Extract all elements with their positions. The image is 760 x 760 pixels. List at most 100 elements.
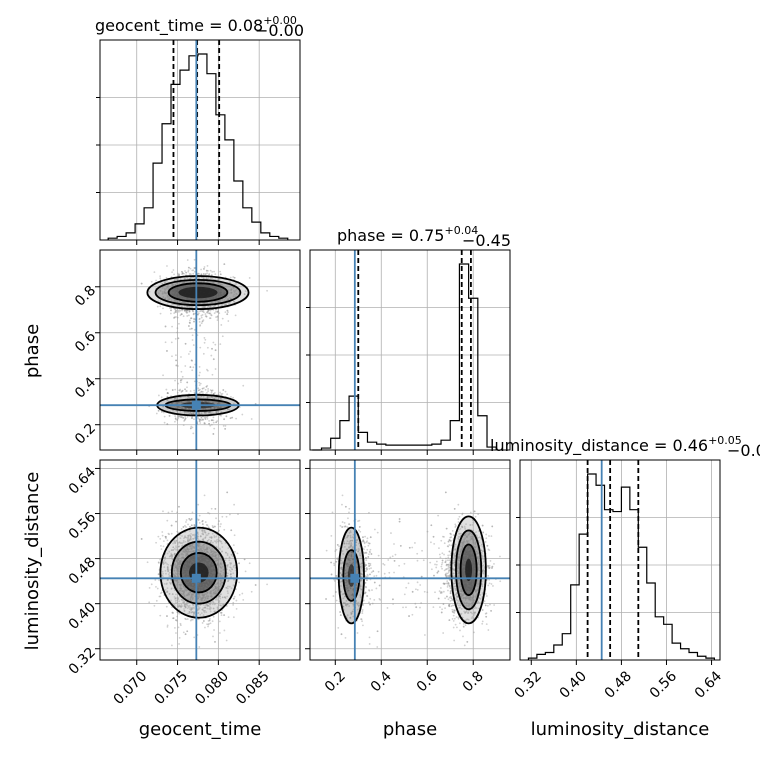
sample-point [219, 548, 221, 551]
sample-point [220, 614, 223, 616]
sample-point [177, 310, 180, 313]
sample-point [210, 542, 212, 545]
sample-point [161, 570, 164, 573]
sample-point [173, 316, 176, 319]
sample-point [204, 408, 207, 411]
sample-point [185, 271, 188, 274]
sample-point [186, 305, 189, 308]
sample-point [232, 286, 235, 289]
sample-point [160, 591, 163, 594]
sample-point [218, 595, 221, 598]
sample-point [220, 611, 223, 614]
sample-point [206, 623, 208, 626]
sample-point [190, 302, 193, 304]
sample-point [184, 606, 187, 609]
sample-point [174, 397, 176, 400]
sample-point [231, 416, 234, 419]
sample-point [179, 584, 182, 587]
sample-point [217, 587, 220, 590]
sample-point [180, 545, 183, 547]
sample-point [206, 546, 208, 549]
sample-point [242, 598, 245, 601]
sample-point [172, 617, 175, 620]
sample-point [175, 401, 178, 404]
sample-point [204, 596, 206, 599]
sample-point [198, 418, 201, 421]
sample-point [207, 597, 209, 600]
sample-point [175, 520, 177, 523]
sample-point [216, 563, 219, 566]
sample-point [200, 412, 203, 414]
sample-point [192, 550, 195, 553]
sample-point [179, 396, 182, 399]
sample-point [191, 306, 194, 309]
sample-point [182, 601, 185, 604]
sample-point [158, 579, 161, 582]
sample-point [201, 593, 203, 596]
sample-point [217, 406, 219, 409]
sample-point [168, 298, 171, 301]
sample-point [201, 407, 204, 410]
sample-point [223, 528, 226, 531]
sample-point [171, 271, 174, 274]
sample-point [215, 592, 217, 595]
sample-point [193, 524, 196, 526]
sample-point [178, 583, 181, 586]
sample-point [216, 586, 219, 589]
sample-point [172, 269, 175, 271]
sample-point [140, 282, 143, 285]
sample-point [160, 574, 163, 577]
sample-point [198, 608, 200, 611]
sample-point [192, 281, 195, 283]
sample-point [228, 296, 231, 299]
sample-point [187, 539, 189, 541]
sample-point [188, 310, 191, 313]
sample-point [193, 525, 196, 528]
sample-point [179, 304, 181, 307]
sample-point [214, 560, 217, 563]
sample-point [190, 359, 193, 362]
sample-point [219, 576, 222, 578]
sample-point [192, 611, 195, 614]
sample-point [175, 278, 178, 281]
sample-point [181, 552, 183, 555]
sample-point [187, 592, 190, 595]
sample-point [206, 591, 209, 594]
sample-point [140, 538, 143, 540]
sample-point [201, 529, 203, 532]
sample-point [164, 281, 167, 284]
sample-point [185, 271, 188, 274]
sample-point [213, 603, 216, 606]
sample-point [211, 603, 214, 606]
sample-point [219, 566, 222, 568]
sample-point [208, 619, 211, 622]
sample-point [187, 550, 190, 553]
sample-point [199, 535, 202, 538]
sample-point [213, 536, 216, 539]
sample-point [175, 310, 177, 313]
sample-point [210, 354, 213, 357]
sample-point [178, 273, 181, 276]
sample-point [190, 533, 192, 535]
sample-point [166, 563, 168, 565]
sample-point [175, 560, 178, 562]
sample-point [191, 306, 194, 309]
sample-point [180, 313, 183, 316]
sample-point [175, 576, 178, 578]
sample-point [212, 393, 215, 395]
sample-point [212, 281, 215, 284]
sample-point [217, 393, 220, 396]
sample-point [166, 423, 169, 426]
sample-point [210, 389, 213, 392]
sample-point [199, 548, 201, 551]
sample-point [190, 611, 193, 614]
sample-point [205, 548, 208, 551]
sample-point [166, 350, 168, 352]
sample-point [193, 547, 196, 549]
sample-point [211, 550, 214, 553]
sample-point [178, 545, 180, 548]
sample-point [187, 598, 189, 601]
sample-point [182, 592, 185, 595]
sample-point [166, 294, 169, 297]
sample-point [224, 296, 227, 299]
